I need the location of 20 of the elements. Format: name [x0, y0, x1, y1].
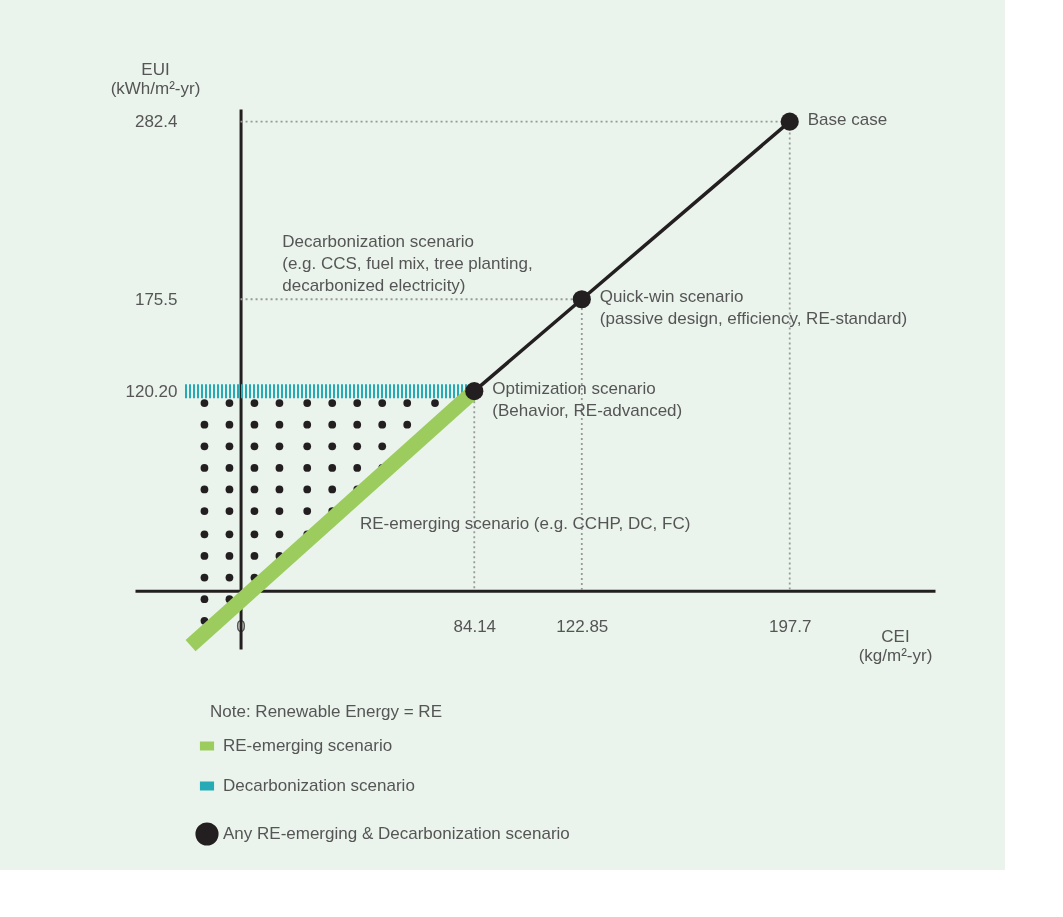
- point: [572, 290, 591, 309]
- x-tick-label: 197.7: [768, 617, 812, 637]
- annotation: Decarbonization scenario (e.g. CCS, fuel mix, tree planting, decarbonized electricity): [282, 231, 533, 295]
- annotation: RE-emerging scenario (e.g. CCHP, DC, FC): [360, 514, 691, 534]
- y-axis-title: EUI (kWh/m²-yr): [110, 59, 201, 98]
- y-tick-label: 282.4: [134, 112, 178, 132]
- legend-label: Decarbonization scenario: [223, 776, 415, 795]
- x-tick-label: 84.14: [453, 617, 497, 637]
- annotation: Optimization scenario (Behavior, RE-advanced): [492, 379, 683, 421]
- point: [465, 382, 484, 401]
- point: [780, 112, 799, 131]
- legend-label: Any RE-emerging & Decarbonization scenario: [223, 824, 570, 843]
- legend-label: RE-emerging scenario: [223, 736, 393, 755]
- annotation: Base case: [807, 109, 888, 129]
- annotation: Quick-win scenario (passive design, efficiency, RE-standard): [599, 287, 908, 329]
- text: Note: Renewable Energy = RE: [210, 702, 442, 721]
- x-axis-title: CEI (kg/m²-yr): [858, 627, 933, 666]
- y-tick-label: 175.5: [134, 289, 178, 309]
- x-tick-label: 122.85: [556, 617, 609, 637]
- y-tick-label: 120.20: [125, 381, 178, 401]
